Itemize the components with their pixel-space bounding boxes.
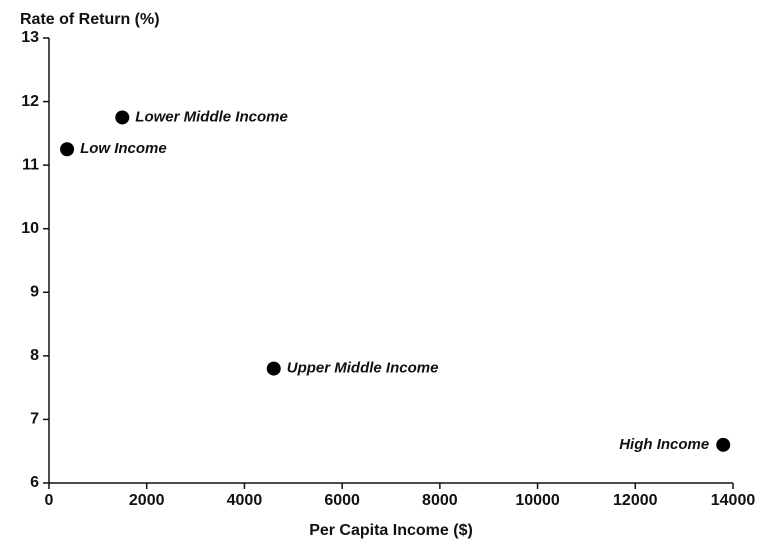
point-label: Low Income xyxy=(80,140,167,157)
point-label: Upper Middle Income xyxy=(287,360,439,377)
x-tick-label: 10000 xyxy=(515,492,560,509)
y-axis-label: Rate of Return (%) xyxy=(20,11,160,28)
x-tick-label: 2000 xyxy=(129,492,165,509)
y-tick-label: 11 xyxy=(22,156,39,173)
x-tick-label: 4000 xyxy=(227,492,263,509)
x-axis-label: Per Capita Income ($) xyxy=(309,522,473,539)
x-tick-label: 12000 xyxy=(613,492,658,509)
point-label: Lower Middle Income xyxy=(135,108,288,125)
y-tick-label: 8 xyxy=(30,347,39,364)
point-label: High Income xyxy=(619,436,709,453)
y-tick-label: 7 xyxy=(30,411,39,428)
x-tick-label: 14000 xyxy=(711,492,756,509)
x-tick-label: 8000 xyxy=(422,492,458,509)
point xyxy=(115,110,130,125)
x-tick-label: 0 xyxy=(45,492,54,509)
y-tick-label: 6 xyxy=(30,474,39,491)
point xyxy=(266,361,281,376)
y-tick-label: 12 xyxy=(21,93,39,110)
y-tick-label: 13 xyxy=(21,29,39,46)
y-tick-label: 10 xyxy=(21,220,39,237)
point xyxy=(60,142,75,157)
x-tick-label: 6000 xyxy=(324,492,360,509)
point xyxy=(716,437,731,452)
y-tick-label: 9 xyxy=(30,284,39,301)
